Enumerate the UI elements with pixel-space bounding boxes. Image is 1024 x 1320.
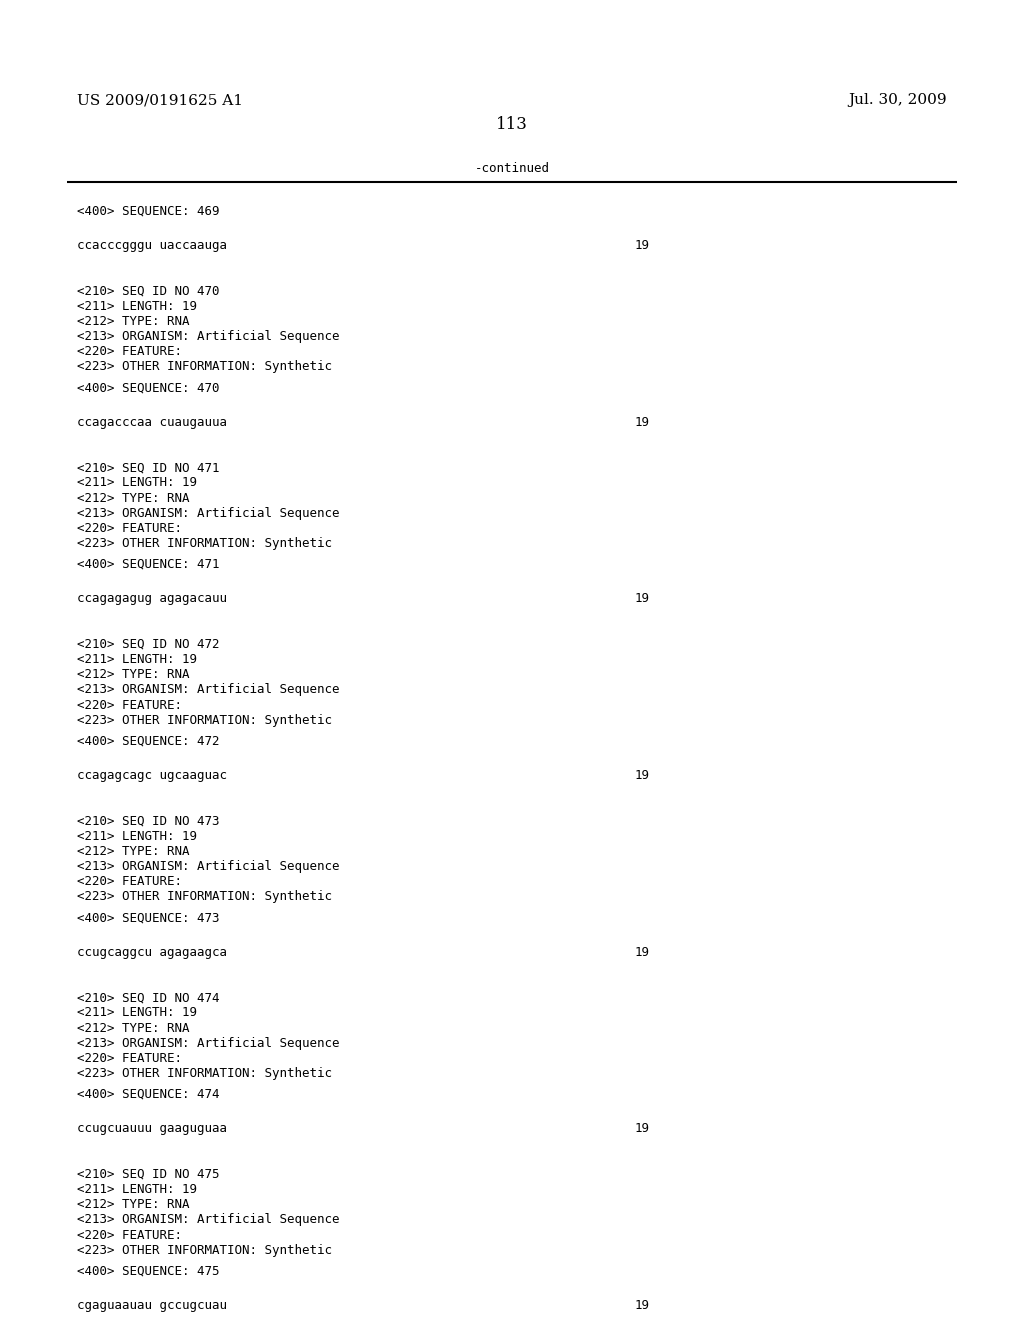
Text: <212> TYPE: RNA: <212> TYPE: RNA — [77, 845, 189, 858]
Text: <213> ORGANISM: Artificial Sequence: <213> ORGANISM: Artificial Sequence — [77, 330, 339, 343]
Text: <212> TYPE: RNA: <212> TYPE: RNA — [77, 1022, 189, 1035]
Text: <210> SEQ ID NO 475: <210> SEQ ID NO 475 — [77, 1168, 219, 1181]
Text: <213> ORGANISM: Artificial Sequence: <213> ORGANISM: Artificial Sequence — [77, 684, 339, 697]
Text: <210> SEQ ID NO 474: <210> SEQ ID NO 474 — [77, 991, 219, 1005]
Text: ccagagcagc ugcaaguac: ccagagcagc ugcaaguac — [77, 770, 226, 781]
Text: <211> LENGTH: 19: <211> LENGTH: 19 — [77, 1183, 197, 1196]
Text: <223> OTHER INFORMATION: Synthetic: <223> OTHER INFORMATION: Synthetic — [77, 714, 332, 727]
Text: <223> OTHER INFORMATION: Synthetic: <223> OTHER INFORMATION: Synthetic — [77, 1243, 332, 1257]
Text: <210> SEQ ID NO 472: <210> SEQ ID NO 472 — [77, 638, 219, 651]
Text: <223> OTHER INFORMATION: Synthetic: <223> OTHER INFORMATION: Synthetic — [77, 360, 332, 374]
Text: <211> LENGTH: 19: <211> LENGTH: 19 — [77, 653, 197, 667]
Text: <210> SEQ ID NO 473: <210> SEQ ID NO 473 — [77, 814, 219, 828]
Text: <400> SEQUENCE: 469: <400> SEQUENCE: 469 — [77, 205, 219, 218]
Text: <400> SEQUENCE: 474: <400> SEQUENCE: 474 — [77, 1088, 219, 1101]
Text: -continued: -continued — [474, 162, 550, 176]
Text: <400> SEQUENCE: 470: <400> SEQUENCE: 470 — [77, 381, 219, 395]
Text: <223> OTHER INFORMATION: Synthetic: <223> OTHER INFORMATION: Synthetic — [77, 891, 332, 903]
Text: <213> ORGANISM: Artificial Sequence: <213> ORGANISM: Artificial Sequence — [77, 1213, 339, 1226]
Text: ccagacccaa cuaugauua: ccagacccaa cuaugauua — [77, 416, 226, 429]
Text: ccacccgggu uaccaauga: ccacccgggu uaccaauga — [77, 239, 226, 252]
Text: <220> FEATURE:: <220> FEATURE: — [77, 521, 182, 535]
Text: 113: 113 — [496, 116, 528, 132]
Text: <220> FEATURE:: <220> FEATURE: — [77, 1229, 182, 1242]
Text: <223> OTHER INFORMATION: Synthetic: <223> OTHER INFORMATION: Synthetic — [77, 1067, 332, 1080]
Text: Jul. 30, 2009: Jul. 30, 2009 — [849, 94, 947, 107]
Text: <213> ORGANISM: Artificial Sequence: <213> ORGANISM: Artificial Sequence — [77, 1036, 339, 1049]
Text: <212> TYPE: RNA: <212> TYPE: RNA — [77, 668, 189, 681]
Text: ccugcuauuu gaaguguaa: ccugcuauuu gaaguguaa — [77, 1122, 226, 1135]
Text: <210> SEQ ID NO 470: <210> SEQ ID NO 470 — [77, 285, 219, 297]
Text: ccagagagug agagacauu: ccagagagug agagacauu — [77, 593, 226, 606]
Text: <223> OTHER INFORMATION: Synthetic: <223> OTHER INFORMATION: Synthetic — [77, 537, 332, 550]
Text: 19: 19 — [635, 945, 650, 958]
Text: 19: 19 — [635, 1122, 650, 1135]
Text: ccugcaggcu agagaagca: ccugcaggcu agagaagca — [77, 945, 226, 958]
Text: 19: 19 — [635, 593, 650, 606]
Text: <213> ORGANISM: Artificial Sequence: <213> ORGANISM: Artificial Sequence — [77, 861, 339, 873]
Text: US 2009/0191625 A1: US 2009/0191625 A1 — [77, 94, 243, 107]
Text: <213> ORGANISM: Artificial Sequence: <213> ORGANISM: Artificial Sequence — [77, 507, 339, 520]
Text: <220> FEATURE:: <220> FEATURE: — [77, 875, 182, 888]
Text: <211> LENGTH: 19: <211> LENGTH: 19 — [77, 830, 197, 842]
Text: <211> LENGTH: 19: <211> LENGTH: 19 — [77, 1006, 197, 1019]
Text: 19: 19 — [635, 1299, 650, 1312]
Text: <400> SEQUENCE: 475: <400> SEQUENCE: 475 — [77, 1265, 219, 1278]
Text: <220> FEATURE:: <220> FEATURE: — [77, 698, 182, 711]
Text: 19: 19 — [635, 416, 650, 429]
Text: <220> FEATURE:: <220> FEATURE: — [77, 345, 182, 358]
Text: <400> SEQUENCE: 473: <400> SEQUENCE: 473 — [77, 911, 219, 924]
Text: <212> TYPE: RNA: <212> TYPE: RNA — [77, 491, 189, 504]
Text: 19: 19 — [635, 239, 650, 252]
Text: <211> LENGTH: 19: <211> LENGTH: 19 — [77, 300, 197, 313]
Text: cgaguaauau gccugcuau: cgaguaauau gccugcuau — [77, 1299, 226, 1312]
Text: <211> LENGTH: 19: <211> LENGTH: 19 — [77, 477, 197, 490]
Text: <210> SEQ ID NO 471: <210> SEQ ID NO 471 — [77, 461, 219, 474]
Text: <220> FEATURE:: <220> FEATURE: — [77, 1052, 182, 1065]
Text: <400> SEQUENCE: 471: <400> SEQUENCE: 471 — [77, 558, 219, 572]
Text: <212> TYPE: RNA: <212> TYPE: RNA — [77, 314, 189, 327]
Text: <400> SEQUENCE: 472: <400> SEQUENCE: 472 — [77, 735, 219, 747]
Text: <212> TYPE: RNA: <212> TYPE: RNA — [77, 1199, 189, 1212]
Text: 19: 19 — [635, 770, 650, 781]
